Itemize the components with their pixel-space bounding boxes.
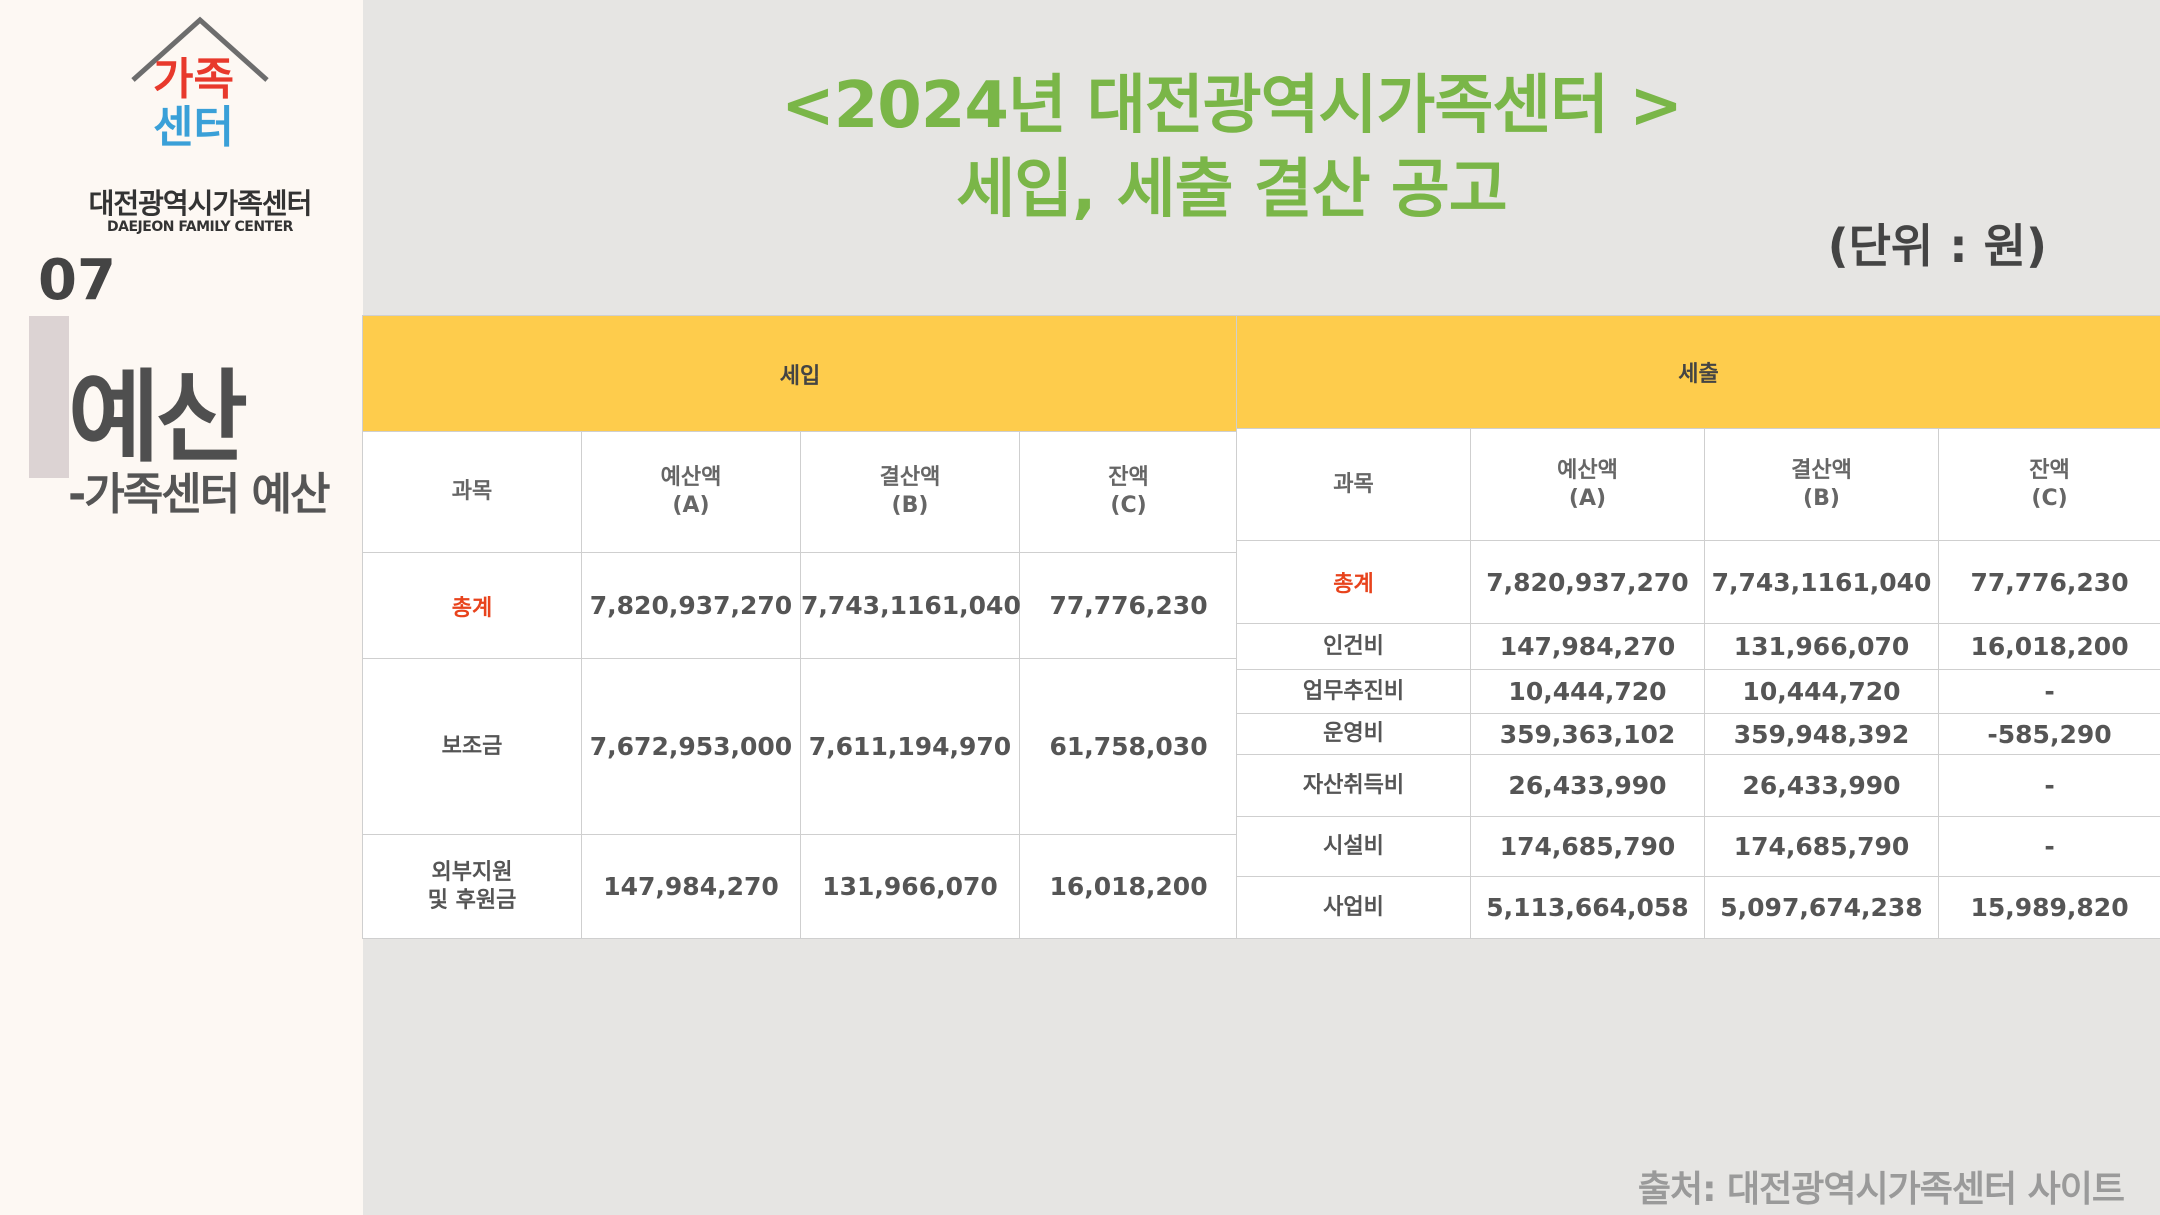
cell-balance: - bbox=[1937, 754, 2160, 817]
cell-balance: - bbox=[1937, 669, 2160, 714]
cell-budget: 10,444,720 bbox=[1470, 669, 1705, 714]
cell-settlement: 131,966,070 bbox=[1704, 623, 1939, 670]
table-row: 총계 7,820,937,270 7,743,1161,040 77,776,2… bbox=[1236, 540, 2160, 624]
row-label: 자산취득비 bbox=[1236, 754, 1471, 817]
row-label: 사업비 bbox=[1236, 876, 1471, 939]
row-label: 운영비 bbox=[1236, 713, 1471, 755]
col-settlement: 결산액 (B) bbox=[800, 431, 1020, 553]
page-title-line1: <2024년 대전광역시가족센터 > bbox=[781, 69, 1683, 143]
table-row: 자산취득비 26,433,990 26,433,990 - bbox=[1236, 754, 2160, 817]
col-settlement: 결산액 (B) bbox=[1704, 428, 1939, 541]
logo-text-2: 센터 bbox=[153, 102, 234, 153]
cell-settlement: 26,433,990 bbox=[1704, 754, 1939, 817]
col-balance: 잔액 (C) bbox=[1937, 428, 2160, 541]
expenditure-header: 세출 bbox=[1235, 315, 2160, 429]
unit-label: (단위 : 원) bbox=[1827, 219, 2047, 273]
org-name-en: DAEJEON FAMILY CENTER bbox=[107, 219, 293, 235]
cell-balance: 77,776,230 bbox=[1937, 540, 2160, 624]
col-item: 과목 bbox=[1236, 428, 1471, 541]
table-row: 운영비 359,363,102 359,948,392 -585,290 bbox=[1236, 713, 2160, 755]
col-budget: 예산액 (A) bbox=[1470, 428, 1705, 541]
cell-settlement: 7,611,194,970 bbox=[800, 658, 1020, 835]
section-accent-bar bbox=[29, 316, 69, 478]
col-balance: 잔액 (C) bbox=[1018, 431, 1239, 553]
table-row: 사업비 5,113,664,058 5,097,674,238 15,989,8… bbox=[1236, 876, 2160, 939]
org-name: 대전광역시가족센터 bbox=[88, 187, 313, 220]
table-row: 총계 7,820,937,270 7,743,1161,040 77,776,2… bbox=[362, 552, 1239, 659]
revenue-table: 세입 과목 예산액 (A) 결산액 (B) 잔액 (C) 총계 7,820,937,2… bbox=[361, 315, 1239, 939]
cell-settlement: 174,685,790 bbox=[1704, 816, 1939, 877]
cell-settlement: 7,743,1161,040 bbox=[1704, 540, 1939, 624]
cell-budget: 7,672,953,000 bbox=[581, 658, 801, 835]
family-center-logo: 가족 센터 bbox=[131, 16, 269, 153]
cell-settlement: 7,743,1161,040 bbox=[800, 552, 1021, 659]
row-label: 업무추진비 bbox=[1236, 669, 1471, 714]
table-row: 시설비 174,685,790 174,685,790 - bbox=[1236, 816, 2160, 877]
table-row: 업무추진비 10,444,720 10,444,720 - bbox=[1236, 669, 2160, 714]
expenditure-table: 세출 과목 예산액 (A) 결산액 (B) 잔액 (C) 총계 7,820,937,2… bbox=[1235, 315, 2160, 939]
cell-settlement: 131,966,070 bbox=[800, 834, 1020, 939]
cell-budget: 147,984,270 bbox=[581, 834, 801, 939]
cell-settlement: 10,444,720 bbox=[1704, 669, 1939, 714]
cell-settlement: 359,948,392 bbox=[1704, 713, 1939, 755]
cell-budget: 7,820,937,270 bbox=[1470, 540, 1705, 624]
source-note: 출처: 대전광역시가족센터 사이트 bbox=[1637, 1169, 2125, 1210]
page-title-line2: 세입, 세출 결산 공고 bbox=[956, 153, 1507, 227]
cell-budget: 147,984,270 bbox=[1470, 623, 1705, 670]
table-row: 인건비 147,984,270 131,966,070 16,018,200 bbox=[1236, 623, 2160, 670]
row-label: 인건비 bbox=[1236, 623, 1471, 670]
sidebar: 가족 센터 대전광역시가족센터 DAEJEON FAMILY CENTER 07… bbox=[0, 0, 363, 1215]
revenue-header: 세입 bbox=[361, 315, 1239, 432]
cell-balance: 61,758,030 bbox=[1018, 658, 1239, 835]
section-subtitle: -가족센터 예산 bbox=[68, 469, 330, 520]
cell-budget: 26,433,990 bbox=[1470, 754, 1705, 817]
section-title: 예산 bbox=[68, 359, 248, 476]
cell-settlement: 5,097,674,238 bbox=[1704, 876, 1939, 939]
col-budget: 예산액 (A) bbox=[581, 431, 801, 553]
col-item: 과목 bbox=[362, 431, 582, 553]
cell-balance: - bbox=[1937, 816, 2160, 877]
cell-balance: 15,989,820 bbox=[1937, 876, 2160, 939]
cell-balance: 16,018,200 bbox=[1018, 834, 1239, 939]
page-title: <2024년 대전광역시가족센터 > 세입, 세출 결산 공고 bbox=[600, 64, 1863, 232]
row-label-total: 총계 bbox=[362, 552, 582, 659]
cell-balance: 77,776,230 bbox=[1018, 552, 1239, 659]
table-row: 보조금 7,672,953,000 7,611,194,970 61,758,0… bbox=[362, 658, 1239, 835]
row-label: 시설비 bbox=[1236, 816, 1471, 877]
cell-balance: -585,290 bbox=[1937, 713, 2160, 755]
table-row: 외부지원 및 후원금 147,984,270 131,966,070 16,018… bbox=[362, 834, 1239, 939]
logo-text-1: 가족 bbox=[153, 54, 234, 105]
row-label: 보조금 bbox=[362, 658, 582, 835]
cell-budget: 359,363,102 bbox=[1470, 713, 1705, 755]
row-label: 외부지원 및 후원금 bbox=[362, 834, 582, 939]
cell-balance: 16,018,200 bbox=[1937, 623, 2160, 670]
row-label-total: 총계 bbox=[1236, 540, 1471, 624]
cell-budget: 5,113,664,058 bbox=[1470, 876, 1705, 939]
section-number: 07 bbox=[38, 248, 116, 313]
cell-budget: 7,820,937,270 bbox=[581, 552, 801, 659]
cell-budget: 174,685,790 bbox=[1470, 816, 1705, 877]
